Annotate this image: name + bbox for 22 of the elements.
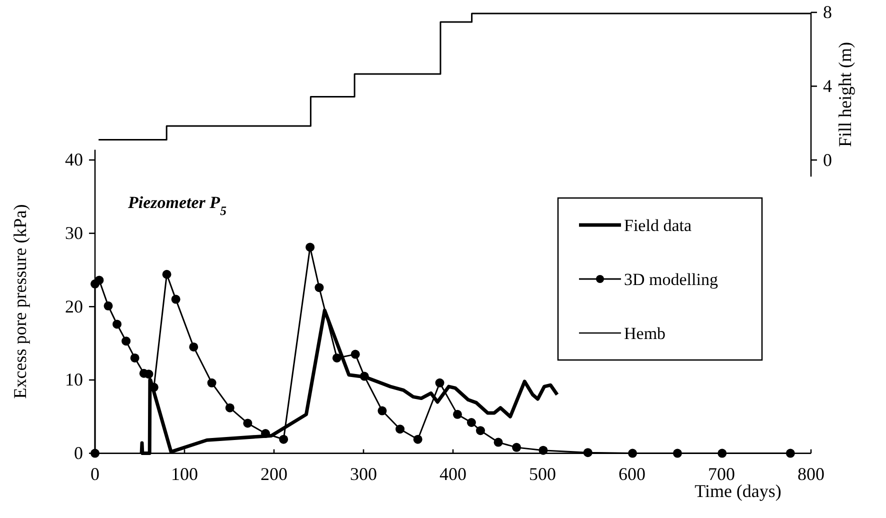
text: Hemb [624, 324, 666, 343]
x-tick-label: 800 [798, 464, 824, 484]
y2-axis-title: Fill height (m) [835, 42, 855, 148]
y-tick-label: 0 [74, 443, 83, 464]
y-tick-label: 10 [65, 370, 83, 390]
y2-tick-label: 8 [823, 2, 832, 22]
y2-tick-label: 0 [823, 150, 832, 170]
x-tick-label: 400 [440, 464, 466, 484]
x-tick-label: 100 [171, 464, 198, 484]
y-axis-title: Excess pore pressure (kPa) [10, 204, 30, 399]
y2-tick-label: 4 [823, 76, 832, 96]
annotation: Piezometer P$_{5}$ [127, 193, 228, 218]
x-tick-label: 600 [618, 464, 646, 484]
y-tick-label: 30 [65, 223, 83, 244]
x-tick-label: 300 [350, 464, 377, 484]
legend-label: Field data [624, 216, 692, 235]
y-tick-label: 40 [65, 150, 83, 170]
x-tick-label: 0 [90, 464, 100, 484]
legend-label: 3D modelling [624, 270, 718, 289]
y-tick-label: 20 [65, 296, 83, 316]
x-tick-label: 500 [529, 464, 556, 484]
x-tick-label: 200 [260, 464, 288, 484]
